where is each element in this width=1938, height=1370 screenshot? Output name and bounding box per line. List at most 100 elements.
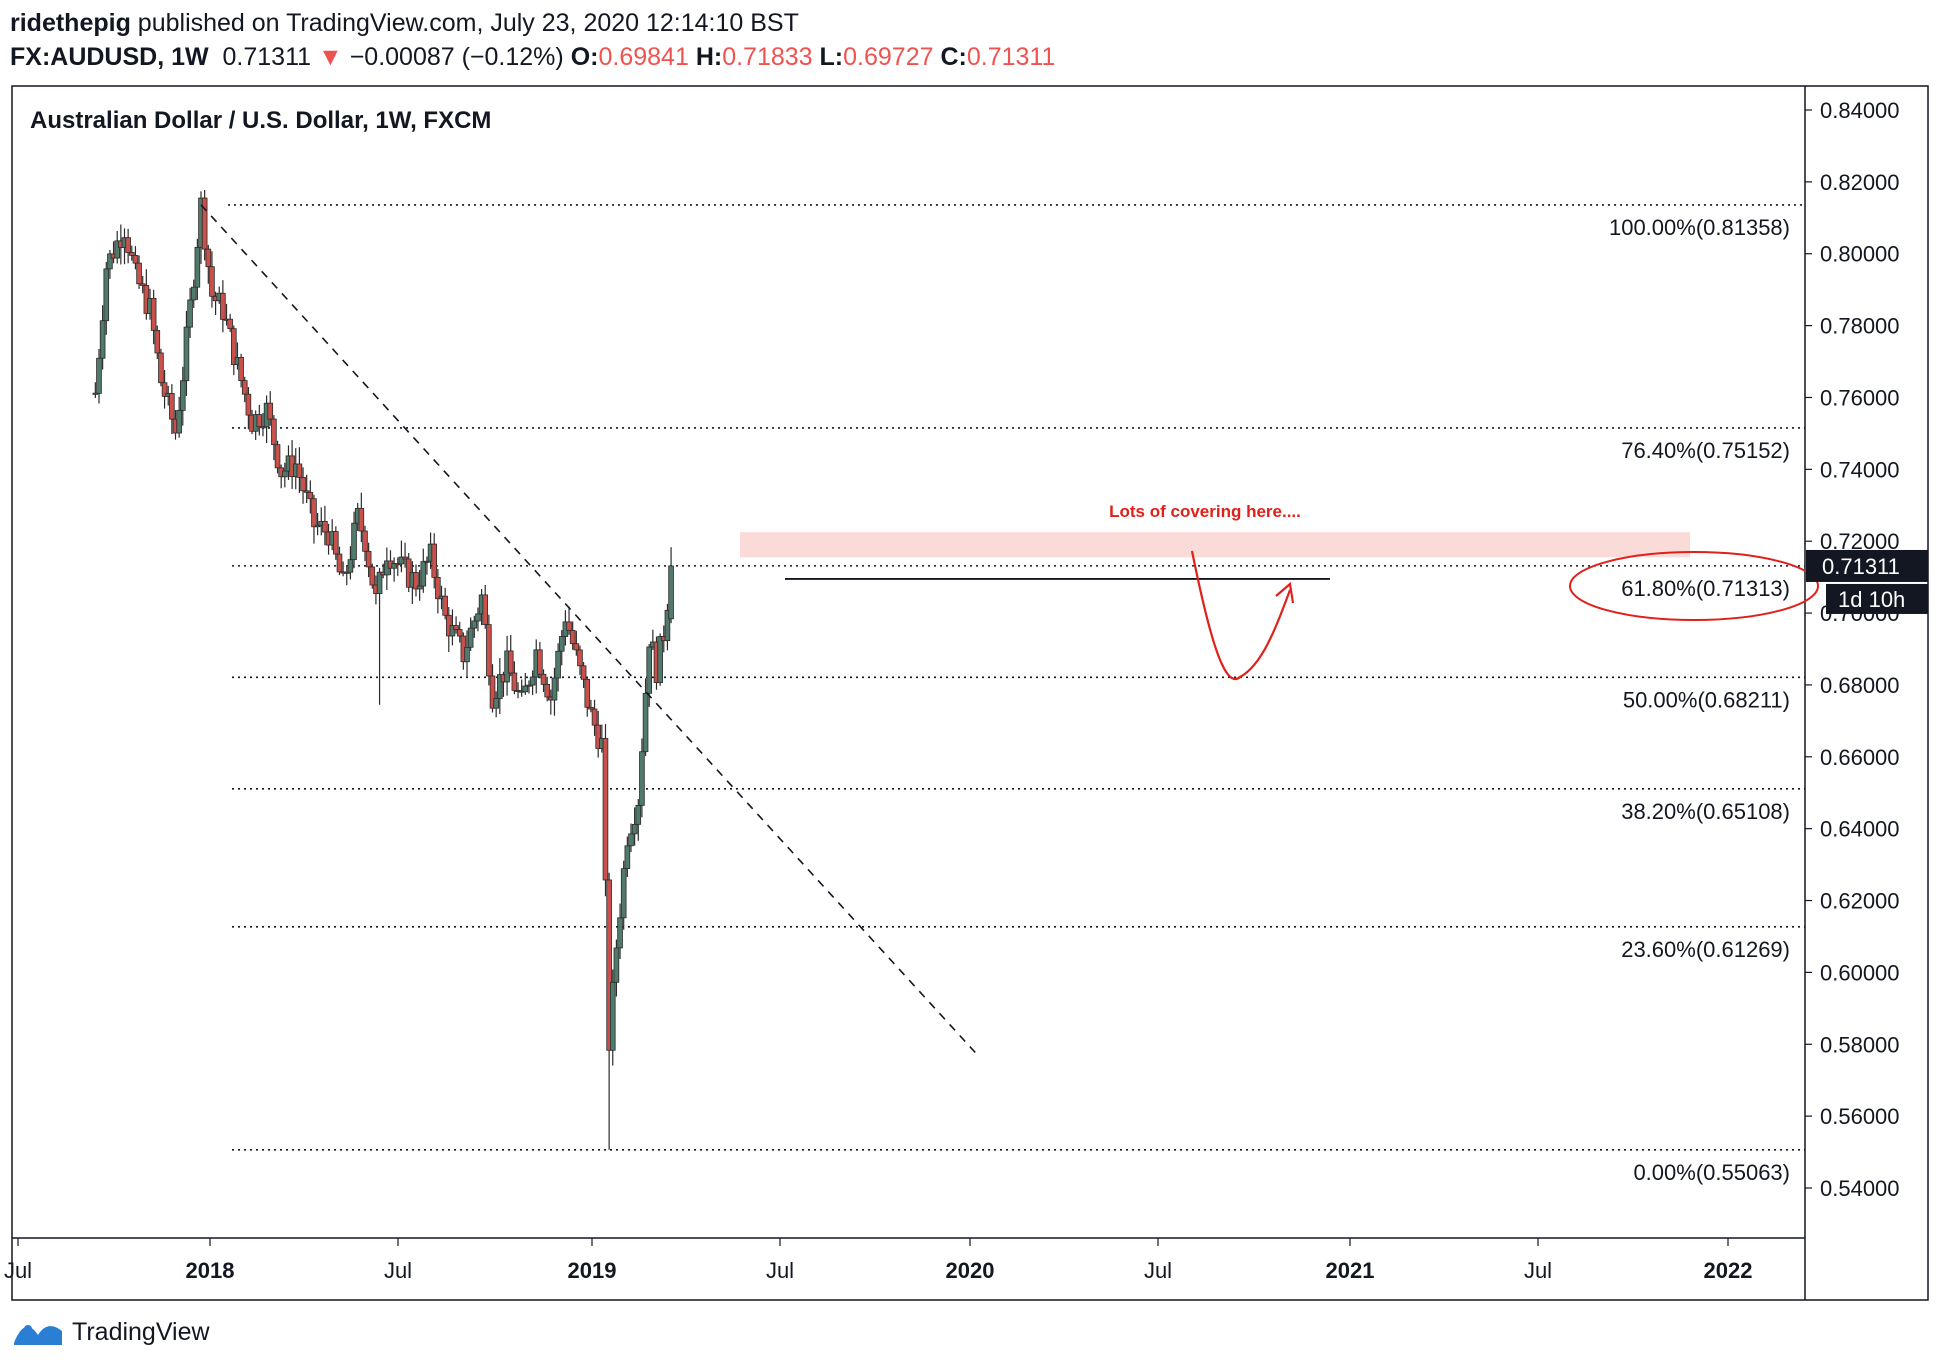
candle[interactable] — [413, 564, 419, 597]
candle[interactable] — [606, 872, 612, 1150]
candle[interactable] — [179, 366, 186, 426]
candle[interactable] — [391, 557, 397, 582]
candle[interactable] — [300, 467, 306, 504]
candle[interactable] — [114, 230, 121, 264]
candle[interactable] — [107, 249, 113, 279]
highlight-ellipse[interactable] — [1569, 551, 1819, 621]
candle[interactable] — [435, 568, 441, 614]
candle[interactable] — [154, 325, 161, 360]
candle[interactable] — [475, 607, 481, 632]
footer-brand[interactable]: TradingView — [72, 1317, 210, 1346]
candle[interactable] — [522, 672, 529, 695]
candle[interactable] — [464, 630, 470, 677]
candle[interactable] — [369, 563, 376, 589]
candle[interactable] — [343, 566, 350, 586]
candle[interactable] — [384, 547, 390, 591]
candle[interactable] — [282, 462, 288, 488]
candle[interactable] — [183, 310, 190, 396]
candle[interactable] — [591, 699, 598, 736]
candle[interactable] — [358, 492, 365, 543]
candle[interactable] — [617, 903, 623, 960]
candle[interactable] — [642, 678, 649, 756]
candle[interactable] — [613, 939, 620, 997]
candle[interactable] — [456, 621, 463, 643]
tradingview-logo-icon[interactable] — [12, 1317, 64, 1347]
projection-arrow[interactable] — [1190, 550, 1292, 680]
candle[interactable] — [398, 540, 405, 573]
candle[interactable] — [194, 238, 201, 300]
candle[interactable] — [362, 525, 368, 562]
candle[interactable] — [311, 494, 317, 544]
candle[interactable] — [424, 556, 430, 575]
candle[interactable] — [580, 661, 587, 688]
candle[interactable] — [296, 447, 303, 493]
candle[interactable] — [588, 699, 594, 713]
candle[interactable] — [467, 617, 474, 651]
candle[interactable] — [431, 533, 438, 589]
candle[interactable] — [471, 615, 478, 638]
candle[interactable] — [376, 567, 383, 705]
candle[interactable] — [238, 353, 244, 388]
candle[interactable] — [668, 547, 674, 624]
candle[interactable] — [271, 415, 277, 461]
candle[interactable] — [231, 325, 237, 376]
candle[interactable] — [449, 609, 456, 646]
candle[interactable] — [584, 676, 591, 717]
candle[interactable] — [190, 279, 197, 308]
candle[interactable] — [635, 799, 642, 841]
candle[interactable] — [99, 305, 106, 370]
candle[interactable] — [365, 542, 372, 578]
candle[interactable] — [497, 657, 503, 715]
candle[interactable] — [96, 348, 102, 404]
candle[interactable] — [555, 643, 561, 692]
candle[interactable] — [205, 244, 212, 284]
candle[interactable] — [529, 670, 536, 696]
candle[interactable] — [347, 546, 354, 580]
candle[interactable] — [201, 189, 208, 261]
candle[interactable] — [573, 630, 580, 656]
author-name[interactable]: ridethepig — [10, 9, 131, 37]
candle[interactable] — [245, 387, 252, 430]
candle[interactable] — [220, 280, 226, 333]
candle[interactable] — [537, 641, 543, 679]
candle[interactable] — [303, 474, 310, 504]
candle[interactable] — [139, 275, 146, 294]
candle[interactable] — [657, 633, 663, 686]
candle[interactable] — [209, 251, 215, 308]
candle[interactable] — [256, 404, 263, 436]
candle[interactable] — [227, 313, 233, 333]
candle[interactable] — [241, 376, 248, 403]
candle[interactable] — [128, 245, 135, 261]
candle[interactable] — [609, 969, 616, 1066]
candle[interactable] — [493, 691, 499, 718]
candle[interactable] — [314, 512, 321, 536]
candle[interactable] — [136, 255, 142, 289]
candle[interactable] — [169, 384, 175, 435]
candle[interactable] — [442, 587, 448, 620]
candle[interactable] — [602, 724, 609, 897]
trend-line[interactable] — [200, 204, 980, 1058]
candle[interactable] — [511, 661, 518, 695]
candle[interactable] — [161, 370, 168, 409]
candle[interactable] — [628, 823, 634, 853]
candle[interactable] — [551, 667, 558, 716]
candle[interactable] — [158, 348, 164, 387]
candle[interactable] — [664, 603, 671, 651]
candle[interactable] — [322, 505, 328, 546]
candle[interactable] — [620, 860, 627, 930]
candle[interactable] — [336, 546, 343, 576]
candle[interactable] — [150, 289, 157, 345]
candle[interactable] — [402, 542, 408, 568]
candle[interactable] — [595, 710, 601, 758]
candle[interactable] — [307, 480, 314, 514]
candle[interactable] — [333, 526, 339, 560]
candle[interactable] — [274, 440, 281, 474]
candle[interactable] — [544, 676, 550, 702]
candle[interactable] — [540, 669, 547, 692]
candle[interactable] — [507, 634, 514, 677]
candle[interactable] — [631, 807, 638, 846]
candle[interactable] — [416, 569, 423, 601]
candle[interactable] — [453, 616, 459, 634]
candle[interactable] — [566, 606, 572, 635]
